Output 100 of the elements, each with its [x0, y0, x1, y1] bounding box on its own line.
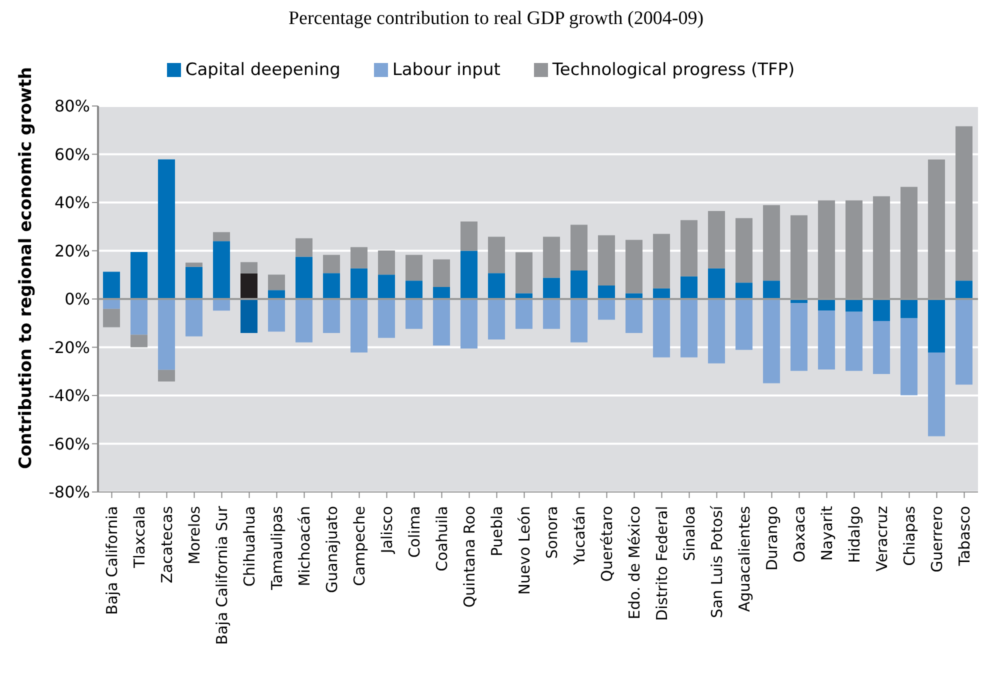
x-tick-label: Edo. de México [625, 506, 644, 620]
chart-title: Percentage contribution to real GDP growth (2004-09) [287, 8, 705, 31]
bar [626, 240, 642, 294]
legend-label: Technological progress (TFP) [552, 60, 795, 80]
bar [598, 285, 615, 299]
bar [460, 250, 478, 299]
bar [626, 299, 642, 334]
x-tick-label: Yucatán [570, 506, 588, 566]
bar [158, 370, 175, 382]
bar [763, 280, 780, 299]
bar [130, 299, 148, 335]
bar [736, 282, 752, 299]
bar [763, 205, 780, 281]
bar [488, 273, 505, 299]
bar [873, 320, 890, 374]
bar [323, 273, 340, 299]
y-tick-label: 0% [64, 290, 90, 309]
x-tick-label: Chiapas [900, 506, 918, 566]
bar [680, 220, 698, 276]
y-axis-title: Contribution to regional economic growth [16, 67, 36, 469]
x-tick-label: Guerrero [928, 506, 946, 572]
bar [130, 334, 148, 348]
bar [296, 238, 312, 257]
x-tick-label: Sinaloa [680, 506, 698, 561]
bar [240, 299, 258, 334]
x-tick-label: Jalisco [378, 506, 396, 554]
bar [240, 273, 258, 299]
bar [433, 299, 450, 346]
x-tick-label: Morelos [185, 506, 204, 564]
bar [598, 235, 615, 286]
y-tick-label: -40% [48, 386, 90, 406]
bar [213, 232, 230, 242]
bar [653, 299, 670, 358]
bar [323, 254, 340, 274]
bar [268, 290, 285, 299]
bar [516, 299, 532, 329]
bar [323, 299, 340, 334]
bar [956, 280, 972, 299]
bar [296, 299, 312, 342]
bar [213, 241, 230, 299]
x-tick-label: Sonora [542, 506, 561, 559]
bar [736, 218, 752, 283]
x-tick-label: Hidalgo [845, 506, 864, 564]
bar [186, 262, 202, 267]
y-tick-label: 40% [54, 193, 90, 212]
bar [350, 247, 368, 268]
bar [433, 286, 450, 299]
bar [130, 252, 148, 299]
x-tick-label: Baja California Sur [212, 505, 231, 645]
bar [708, 268, 725, 299]
x-tick-label: Nayarit [818, 506, 836, 561]
bar [653, 234, 670, 288]
x-tick-label: Aguacalientes [735, 506, 754, 612]
x-tick-label: Durango [762, 506, 781, 571]
bar [268, 299, 285, 332]
bar [406, 254, 422, 281]
bar [158, 299, 175, 370]
bar [460, 299, 478, 348]
bar [846, 299, 862, 312]
x-tick-label: San Luis Potosí [708, 505, 726, 618]
bar [268, 274, 285, 290]
bar [516, 252, 532, 294]
bar [900, 299, 918, 318]
y-tick-label: -20% [48, 338, 90, 357]
x-tick-label: Campeche [350, 506, 368, 586]
bar [543, 278, 560, 299]
x-tick-label: Zacatecas [158, 506, 176, 584]
x-tick-label: Michoacán [295, 506, 314, 586]
bar [846, 312, 862, 371]
y-tick-label: 60% [54, 144, 90, 164]
bar [680, 276, 698, 299]
bar [186, 266, 202, 299]
bar [708, 299, 725, 364]
legend-label: Capital deepening [185, 60, 340, 80]
x-tick-label: Baja California [102, 506, 121, 615]
bar [406, 299, 422, 329]
x-tick-label: Veracruz [872, 506, 891, 572]
x-tick-label: Guanajuato [322, 506, 341, 593]
bar [928, 299, 945, 353]
bar [186, 299, 202, 336]
bar [488, 299, 505, 340]
bar [213, 299, 230, 311]
y-tick-label: 80% [54, 96, 90, 116]
x-tick-label: Nuevo León [515, 506, 534, 595]
x-tick-label: Tlaxcala [130, 506, 148, 569]
bar [543, 236, 560, 278]
x-tick-label: Coahuila [432, 506, 451, 572]
bar [928, 352, 945, 436]
bar [900, 318, 918, 396]
x-tick-label: Chihuahua [240, 506, 258, 587]
x-tick-label: Oaxaca [790, 506, 808, 563]
bar [570, 270, 588, 299]
x-tick-label: Puebla [488, 506, 506, 556]
bar [158, 159, 175, 299]
bar [488, 236, 505, 274]
bar [460, 222, 478, 251]
bar [736, 299, 752, 350]
bar [598, 299, 615, 320]
y-tick-label: -80% [48, 482, 90, 502]
bar [570, 224, 588, 271]
